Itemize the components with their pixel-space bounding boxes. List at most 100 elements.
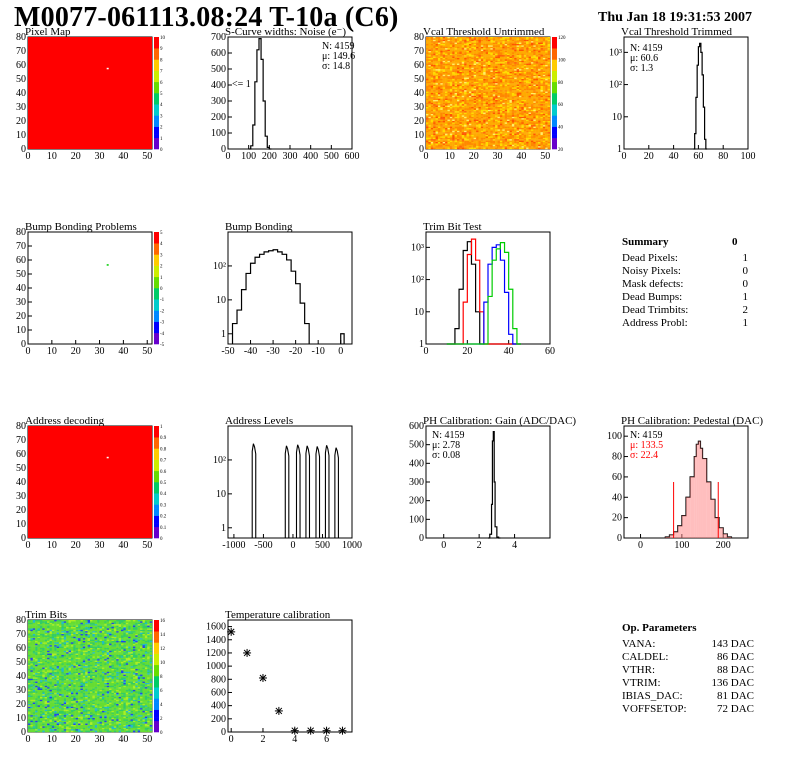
heatmap-cell	[528, 46, 532, 49]
heatmap-cell	[437, 67, 441, 70]
heatmap-cell	[461, 121, 465, 123]
heatmap-cell	[533, 146, 536, 148]
heatmap-cell	[516, 100, 520, 102]
heatmap-cell	[435, 86, 439, 88]
heatmap-cell	[476, 38, 479, 40]
heatmap-cell	[516, 80, 520, 82]
heatmap-cell	[490, 100, 493, 102]
heatmap-cell	[452, 90, 455, 92]
heatmap-cell	[428, 81, 431, 84]
heatmap-cell	[476, 93, 479, 95]
heatmap-cell	[499, 119, 503, 122]
heatmap-cell	[485, 65, 489, 67]
heatmap-cell	[449, 140, 453, 143]
heatmap-cell	[430, 65, 434, 67]
heatmap-cell	[535, 101, 539, 103]
heatmap-cell	[483, 108, 486, 110]
heatmap-cell	[547, 132, 551, 134]
heatmap-cell	[526, 66, 529, 68]
heatmap-cell	[473, 133, 477, 136]
heatmap-cell	[504, 62, 508, 64]
y-tick-label: 80	[612, 452, 622, 463]
palette-swatch	[154, 111, 159, 116]
palette-swatch	[154, 299, 159, 304]
heatmap-cell	[533, 66, 536, 68]
heatmap-cell	[497, 98, 501, 101]
heatmap-cell	[490, 86, 493, 88]
heatmap-cell	[461, 37, 465, 39]
heatmap-cell	[540, 93, 544, 95]
heatmap-cell	[538, 146, 541, 148]
palette-swatch	[154, 51, 159, 56]
heatmap-cell	[528, 129, 532, 131]
heatmap-cell	[468, 49, 472, 52]
heatmap-cell	[540, 122, 544, 124]
palette-swatch	[552, 100, 557, 105]
heatmap-cell	[473, 119, 477, 122]
heatmap-cell	[454, 53, 458, 56]
heatmap-cell	[478, 37, 482, 39]
heatmap-cell	[511, 55, 515, 57]
heatmap-cell	[442, 108, 446, 110]
heatmap-cell	[471, 93, 474, 95]
heatmap-cell	[530, 97, 534, 99]
heatmap-cell	[454, 135, 458, 137]
heatmap-cell	[428, 63, 431, 66]
heatmap-cell	[504, 147, 508, 150]
heatmap-cell	[109, 625, 112, 628]
heatmap-cell	[437, 102, 441, 105]
heatmap-cell	[483, 139, 486, 141]
heatmap-cell	[509, 119, 513, 122]
heatmap-cell	[464, 115, 467, 117]
heatmap-cell	[514, 73, 517, 75]
heatmap-cell	[440, 142, 443, 144]
heatmap-cell	[476, 59, 479, 61]
heatmap-cell	[471, 79, 474, 81]
heatmap-cell	[440, 63, 443, 66]
palette-label: 0.1	[160, 526, 167, 531]
heatmap-cell	[464, 38, 467, 40]
heatmap-cell	[499, 84, 503, 87]
heatmap-cell	[488, 130, 491, 133]
heatmap-cell	[504, 87, 508, 89]
heatmap-cell	[35, 624, 38, 626]
heatmap-cell	[502, 125, 505, 127]
heatmap-cell	[461, 101, 465, 103]
y-tick-label: 0	[419, 533, 424, 544]
x-tick-label: 10	[47, 151, 57, 162]
heatmap-cell	[468, 136, 472, 138]
heatmap-cell	[457, 58, 460, 60]
heatmap-cell	[433, 142, 436, 144]
heatmap-cell	[457, 87, 460, 89]
heatmap-cell	[542, 98, 546, 101]
heatmap-cell	[540, 66, 544, 68]
heatmap-cell	[507, 143, 510, 145]
heatmap-cell	[504, 44, 508, 46]
heatmap-cell	[509, 128, 513, 130]
heatmap-cell	[495, 63, 498, 66]
heatmap-cell	[502, 41, 505, 43]
heatmap-cell	[497, 72, 501, 74]
heatmap-cell	[516, 91, 520, 94]
heatmap-cell	[433, 93, 436, 95]
heatmap-cell	[502, 112, 505, 115]
heatmap-cell	[54, 627, 57, 629]
heatmap-cell	[464, 135, 467, 137]
heatmap-cell	[502, 111, 505, 113]
heatmap-cell	[538, 109, 541, 112]
heatmap-cell	[454, 132, 458, 134]
heatmap-cell	[530, 143, 534, 145]
heatmap-cell	[492, 66, 496, 68]
heatmap-cell	[535, 114, 539, 116]
heatmap-cell	[492, 95, 496, 98]
heatmap-cell	[428, 108, 431, 110]
heatmap-cell	[547, 73, 551, 75]
heatmap-cell	[538, 136, 541, 138]
heatmap-cell	[459, 133, 462, 136]
heatmap-cell	[445, 139, 448, 141]
heatmap-cell	[435, 83, 439, 85]
heatmap-cell	[461, 58, 465, 60]
heatmap-cell	[488, 38, 491, 40]
heatmap-cell	[547, 76, 551, 78]
heatmap-cell	[490, 125, 493, 127]
